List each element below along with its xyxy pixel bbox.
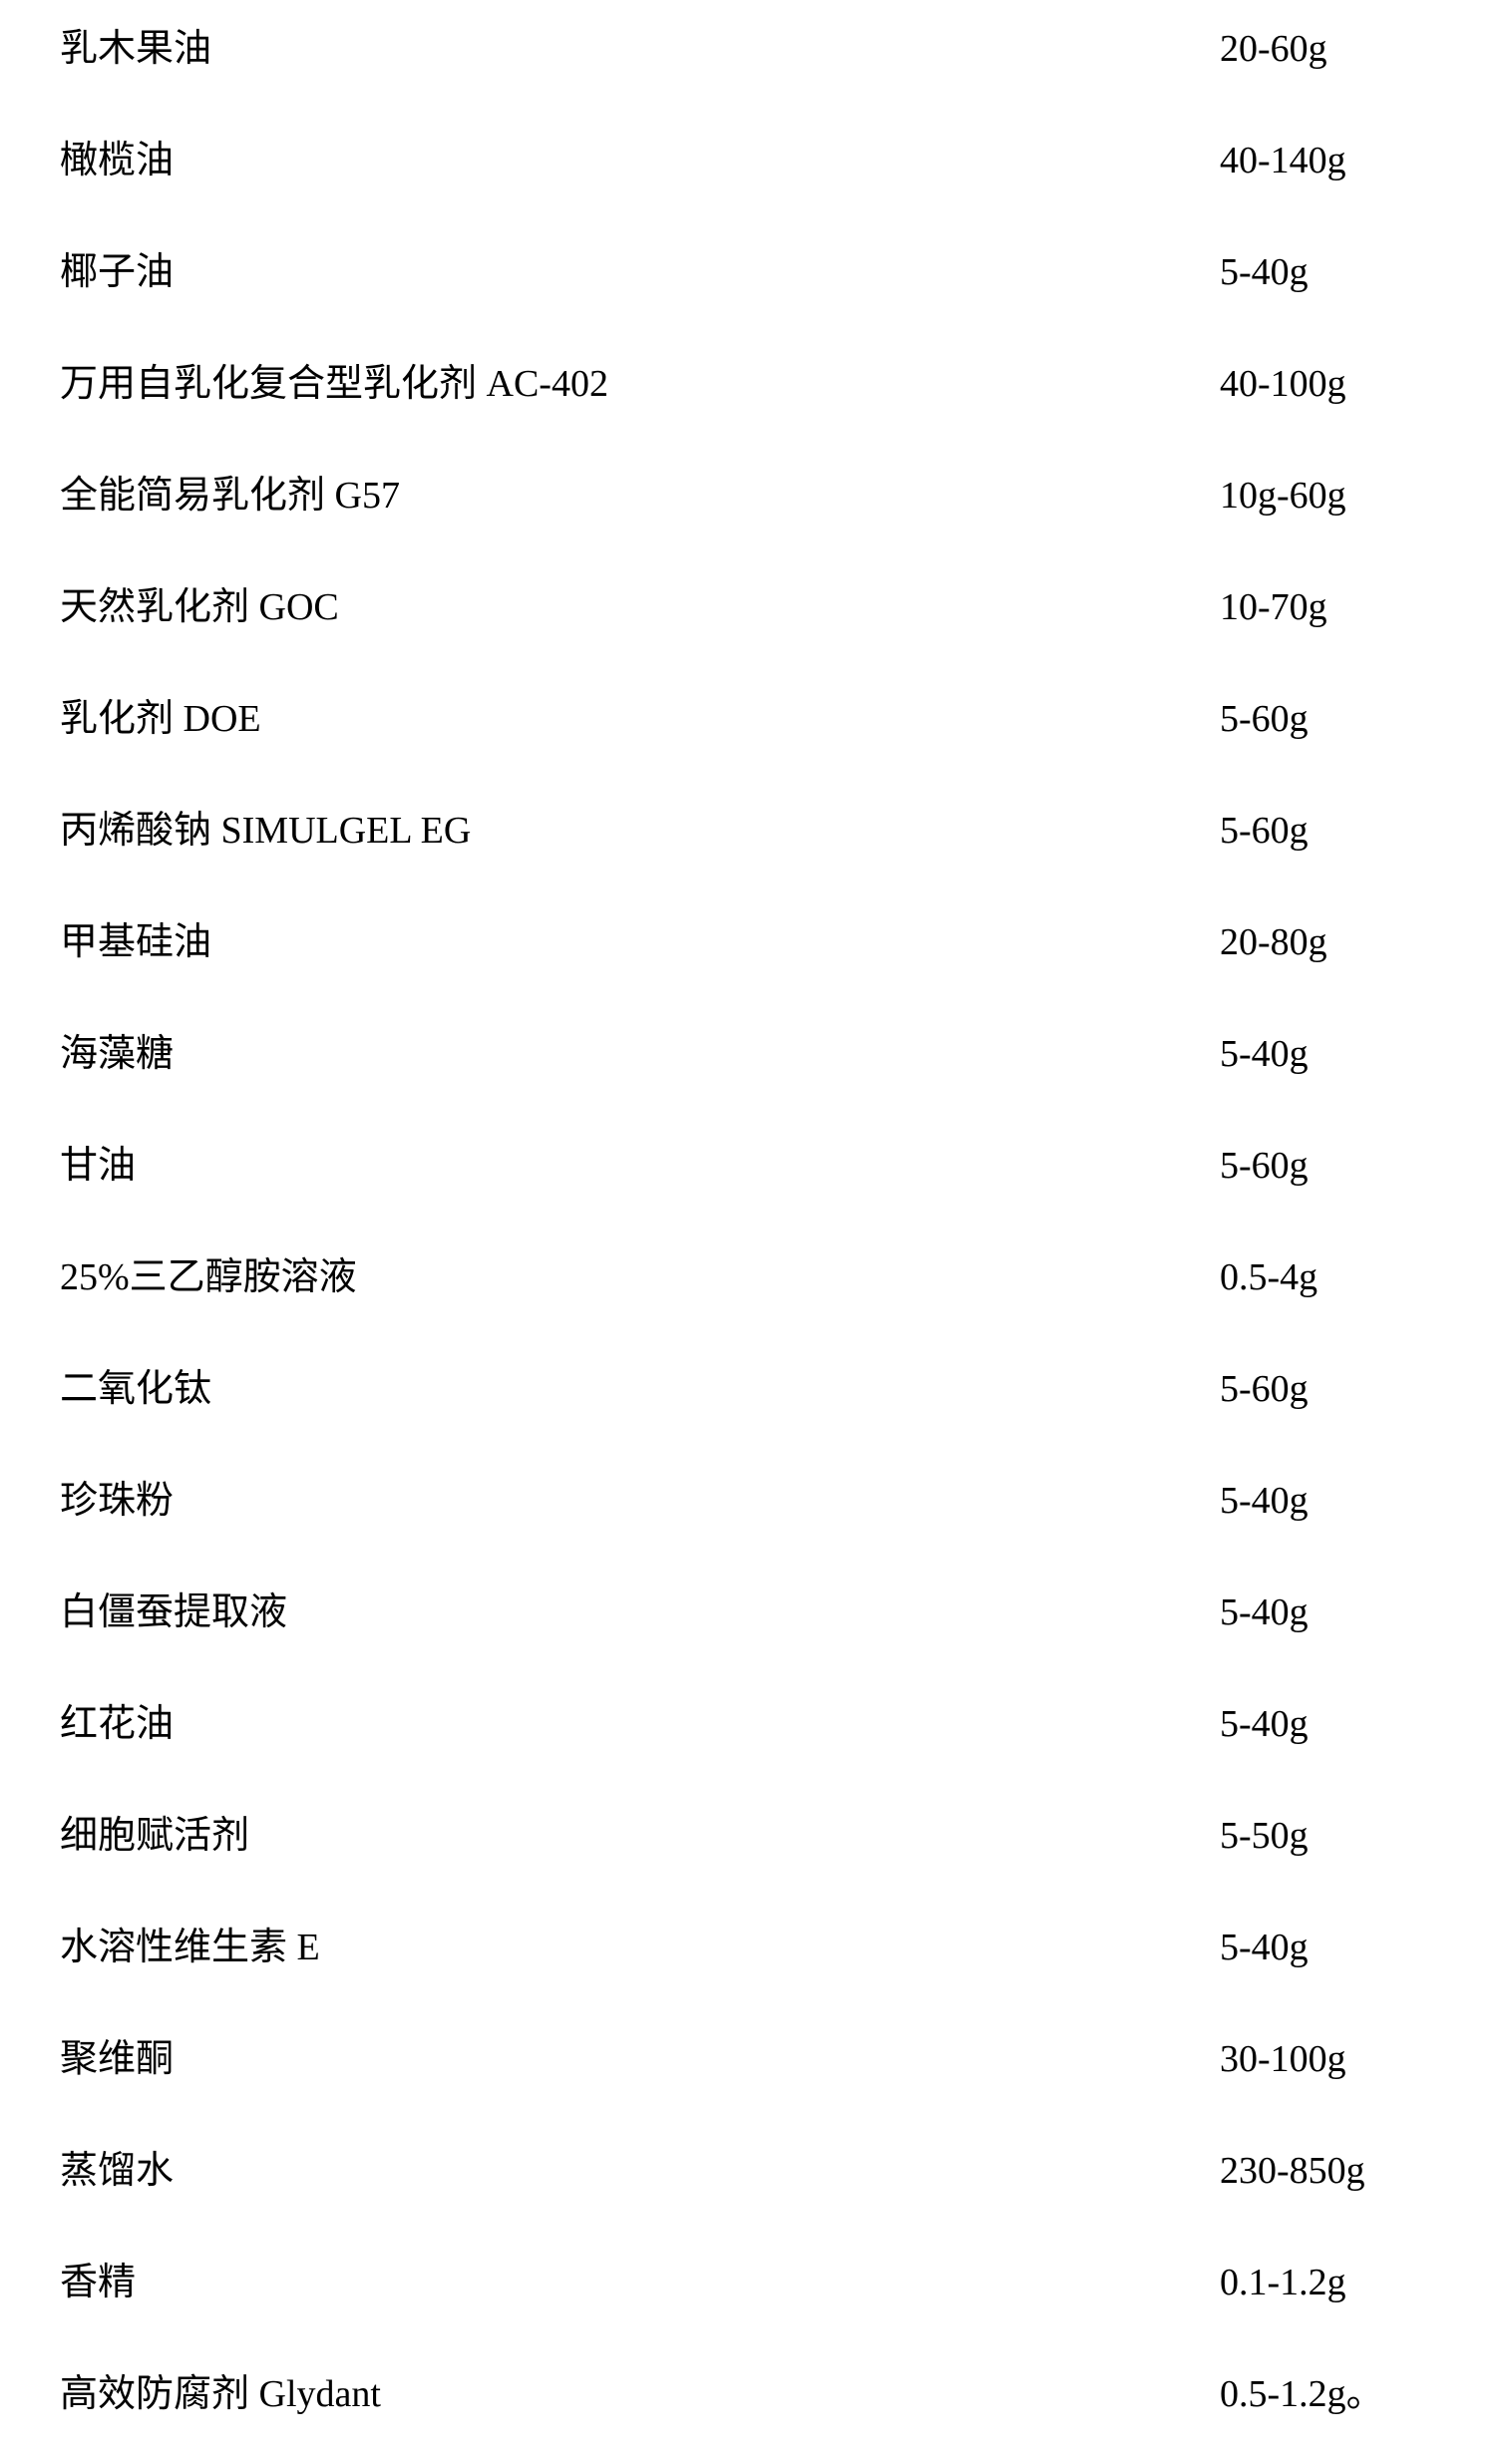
ingredient-amount: 20-60g	[1220, 30, 1419, 68]
ingredient-name: 甘油	[60, 1147, 136, 1185]
ingredient-name: 万用自乳化复合型乳化剂 AC-402	[60, 365, 608, 403]
ingredient-row: 二氧化钛 5-60g	[60, 1370, 1419, 1408]
ingredient-amount: 5-50g	[1220, 1817, 1419, 1855]
ingredient-name: 全能简易乳化剂 G57	[60, 477, 400, 515]
ingredient-row: 海藻糖 5-40g	[60, 1035, 1419, 1073]
ingredient-row: 全能简易乳化剂 G57 10g-60g	[60, 477, 1419, 515]
ingredient-name: 橄榄油	[60, 142, 174, 179]
ingredient-row: 橄榄油 40-140g	[60, 142, 1419, 179]
ingredient-row: 25%三乙醇胺溶液 0.5-4g	[60, 1258, 1419, 1296]
ingredient-amount: 5-40g	[1220, 1929, 1419, 1966]
ingredient-row: 甘油 5-60g	[60, 1147, 1419, 1185]
ingredient-name: 乳木果油	[60, 30, 211, 68]
ingredient-name: 水溶性维生素 E	[60, 1929, 320, 1966]
ingredient-name: 香精	[60, 2264, 136, 2301]
ingredient-amount: 5-40g	[1220, 1482, 1419, 1520]
ingredient-row: 白僵蚕提取液 5-40g	[60, 1593, 1419, 1631]
ingredient-row: 红花油 5-40g	[60, 1705, 1419, 1743]
ingredient-row: 香精 0.1-1.2g	[60, 2264, 1419, 2301]
ingredient-amount: 10g-60g	[1220, 477, 1419, 515]
ingredient-name: 蒸馏水	[60, 2152, 174, 2190]
ingredient-amount: 0.5-4g	[1220, 1258, 1419, 1296]
ingredient-name: 细胞赋活剂	[60, 1817, 249, 1855]
ingredient-amount: 0.5-1.2g。	[1220, 2375, 1419, 2413]
ingredient-row: 水溶性维生素 E 5-40g	[60, 1929, 1419, 1966]
ingredient-amount: 5-40g	[1220, 253, 1419, 291]
ingredient-name: 珍珠粉	[60, 1482, 174, 1520]
ingredient-row: 甲基硅油 20-80g	[60, 923, 1419, 961]
ingredient-name: 丙烯酸钠 SIMULGEL EG	[60, 812, 471, 850]
ingredient-name: 聚维酮	[60, 2040, 174, 2078]
ingredient-row: 天然乳化剂 GOC 10-70g	[60, 588, 1419, 626]
ingredient-row: 蒸馏水 230-850g	[60, 2152, 1419, 2190]
ingredient-amount: 40-140g	[1220, 142, 1419, 179]
ingredient-amount: 5-60g	[1220, 700, 1419, 738]
ingredient-amount: 5-60g	[1220, 1370, 1419, 1408]
ingredient-amount: 30-100g	[1220, 2040, 1419, 2078]
ingredient-row: 丙烯酸钠 SIMULGEL EG 5-60g	[60, 812, 1419, 850]
ingredient-name: 甲基硅油	[60, 923, 211, 961]
ingredient-amount: 5-40g	[1220, 1705, 1419, 1743]
ingredient-amount: 5-40g	[1220, 1593, 1419, 1631]
ingredient-name: 白僵蚕提取液	[60, 1593, 287, 1631]
ingredient-amount: 5-40g	[1220, 1035, 1419, 1073]
ingredient-row: 高效防腐剂 Glydant 0.5-1.2g。	[60, 2375, 1419, 2413]
ingredient-amount: 20-80g	[1220, 923, 1419, 961]
ingredient-name: 25%三乙醇胺溶液	[60, 1258, 357, 1296]
ingredient-amount: 5-60g	[1220, 812, 1419, 850]
ingredient-name: 二氧化钛	[60, 1370, 211, 1408]
ingredient-amount: 10-70g	[1220, 588, 1419, 626]
ingredient-amount: 0.1-1.2g	[1220, 2264, 1419, 2301]
ingredient-name: 乳化剂 DOE	[60, 700, 261, 738]
ingredient-name: 高效防腐剂 Glydant	[60, 2375, 381, 2413]
ingredient-row: 聚维酮 30-100g	[60, 2040, 1419, 2078]
ingredient-list: 乳木果油 20-60g 橄榄油 40-140g 椰子油 5-40g 万用自乳化复合型乳化剂 …	[60, 30, 1419, 2413]
ingredient-row: 珍珠粉 5-40g	[60, 1482, 1419, 1520]
ingredient-name: 天然乳化剂 GOC	[60, 588, 339, 626]
ingredient-name: 海藻糖	[60, 1035, 174, 1073]
ingredient-name: 椰子油	[60, 253, 174, 291]
ingredient-amount: 230-850g	[1220, 2152, 1419, 2190]
ingredient-row: 乳木果油 20-60g	[60, 30, 1419, 68]
ingredient-row: 椰子油 5-40g	[60, 253, 1419, 291]
ingredient-row: 细胞赋活剂 5-50g	[60, 1817, 1419, 1855]
ingredient-name: 红花油	[60, 1705, 174, 1743]
ingredient-amount: 40-100g	[1220, 365, 1419, 403]
ingredient-row: 万用自乳化复合型乳化剂 AC-402 40-100g	[60, 365, 1419, 403]
ingredient-row: 乳化剂 DOE 5-60g	[60, 700, 1419, 738]
ingredient-amount: 5-60g	[1220, 1147, 1419, 1185]
